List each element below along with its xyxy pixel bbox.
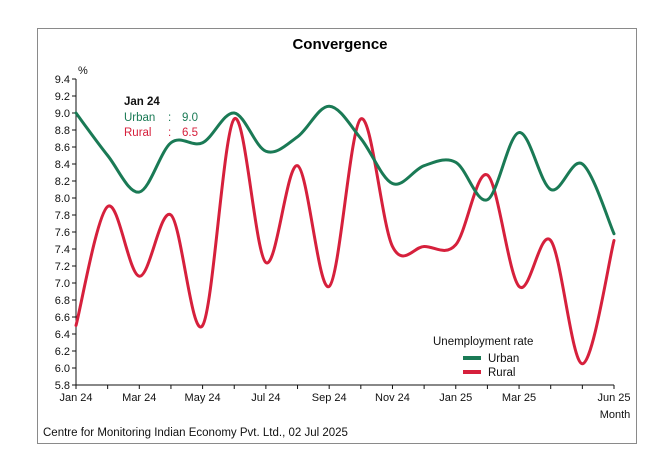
legend-label-urban: Urban <box>488 353 519 365</box>
y-tick-label: 8.0 <box>55 193 70 205</box>
tooltip-urban-label: Urban <box>124 112 155 124</box>
chart-frame: Convergence % 9.4 9.2 9.0 8.8 8.6 8.4 8.2 8.0 7.… <box>37 28 637 444</box>
tooltip-rural-label: Rural <box>124 127 151 139</box>
y-tick-label: 7.6 <box>55 227 70 239</box>
y-axis: 9.4 9.2 9.0 8.8 8.6 8.4 8.2 8.0 7.8 7.6 7.4 7.2 7.0 6… <box>55 74 77 392</box>
y-tick-label: 7.8 <box>55 210 70 222</box>
series-line-rural[interactable] <box>74 117 616 366</box>
series-lines <box>74 104 616 366</box>
x-axis: Jan 24 Mar 24 May 24 Jul 24 Sep 24 Nov 24 Jan … <box>59 384 631 404</box>
y-tick-label: 8.4 <box>55 159 70 171</box>
series-line-urban[interactable] <box>74 104 616 236</box>
tooltip-urban-sep: : <box>168 112 171 124</box>
x-tick-label: Mar 25 <box>502 392 536 404</box>
legend-label-rural: Rural <box>488 367 515 379</box>
y-tick-label: 6.8 <box>55 295 70 307</box>
x-tick-label: Jan 25 <box>439 392 472 404</box>
x-axis-label: Month <box>600 409 631 421</box>
y-tick-label: 8.8 <box>55 125 70 137</box>
x-tick-label: Nov 24 <box>375 392 410 404</box>
y-tick-label: 8.6 <box>55 142 70 154</box>
x-tick-label: Jan 24 <box>59 392 92 404</box>
y-tick-label: 9.0 <box>55 108 70 120</box>
y-tick-label: 8.2 <box>55 176 70 188</box>
y-unit-label: % <box>78 65 88 77</box>
tooltip-urban-value: 9.0 <box>182 112 198 124</box>
legend-title: Unemployment rate <box>433 336 533 348</box>
x-tick-label: Jun 25 <box>597 392 630 404</box>
x-tick-label: May 24 <box>185 392 221 404</box>
tooltip-rural-sep: : <box>168 127 171 139</box>
y-tick-label: 6.2 <box>55 346 70 358</box>
y-tick-label: 6.0 <box>55 363 70 375</box>
y-tick-label: 7.2 <box>55 261 70 273</box>
y-tick-label: 7.4 <box>55 244 70 256</box>
x-tick-label: Mar 24 <box>122 392 156 404</box>
tooltip-rural-value: 6.5 <box>182 127 198 139</box>
chart-svg: Convergence % 9.4 9.2 9.0 8.8 8.6 8.4 8.2 8.0 7.… <box>43 36 631 439</box>
source-note: Centre for Monitoring Indian Economy Pvt… <box>43 427 348 439</box>
x-tick-label: Sep 24 <box>312 392 347 404</box>
y-tick-label: 9.4 <box>55 74 70 86</box>
y-tick-label: 7.0 <box>55 278 70 290</box>
y-tick-label: 6.6 <box>55 312 70 324</box>
legend[interactable]: Unemployment rate Urban Rural <box>433 336 533 379</box>
x-tick-label: Jul 24 <box>251 392 280 404</box>
y-tick-label: 9.2 <box>55 91 70 103</box>
chart-title: Convergence <box>292 36 387 53</box>
y-tick-label: 5.8 <box>55 380 70 392</box>
hover-tooltip: Jan 24 Urban : 9.0 Rural : 6.5 <box>124 96 198 139</box>
y-tick-label: 6.4 <box>55 329 70 341</box>
tooltip-date: Jan 24 <box>124 96 160 108</box>
